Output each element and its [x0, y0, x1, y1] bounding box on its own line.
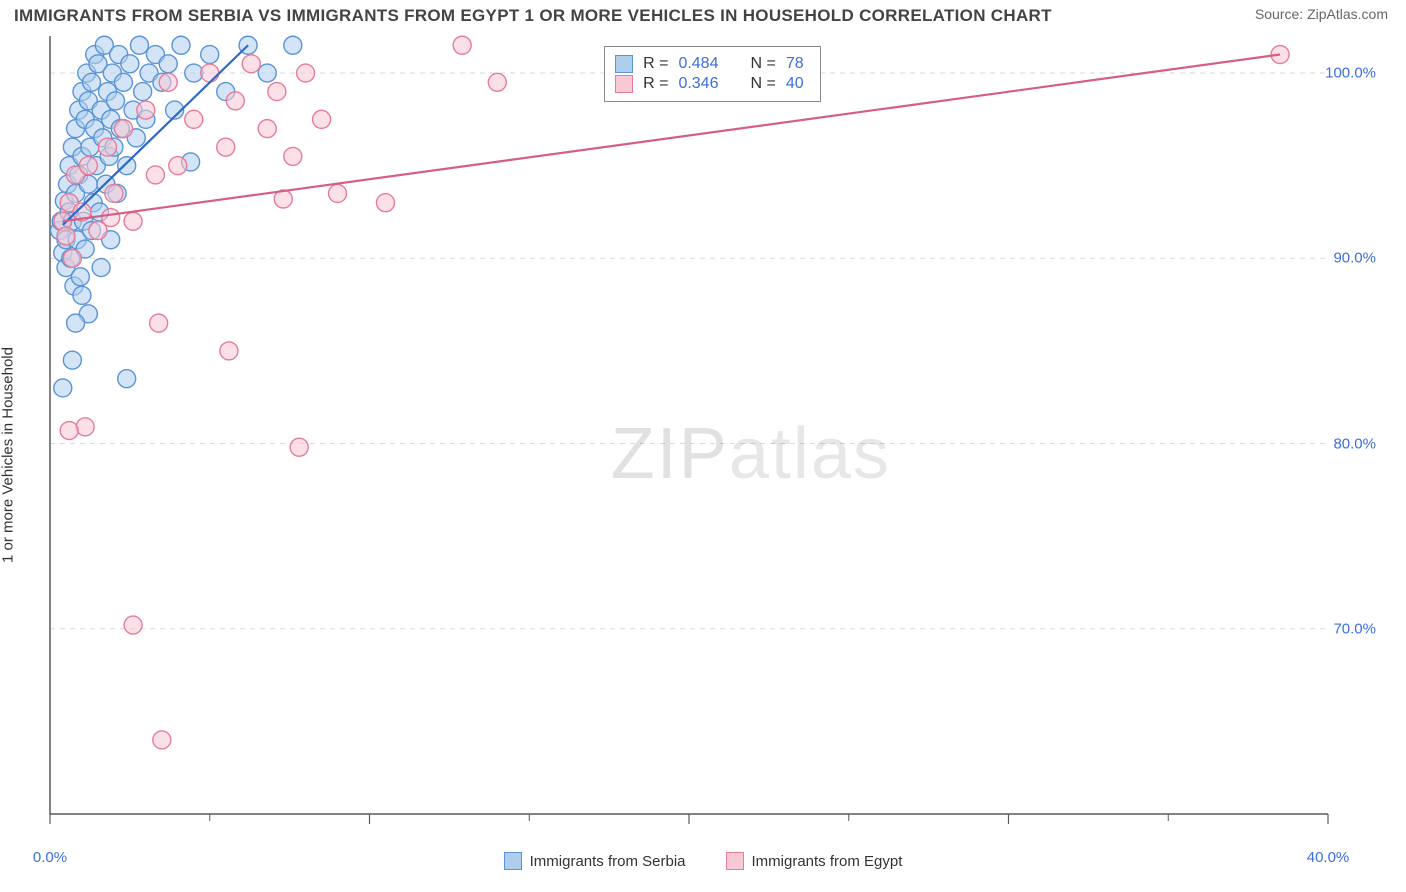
chart-container: 1 or more Vehicles in Household 70.0% 80.…	[0, 30, 1406, 880]
y-tick-label: 100.0%	[1325, 65, 1376, 82]
correlation-stats-box: R = 0.484 N = 78 R = 0.346 N = 40	[604, 46, 821, 102]
legend-label: Immigrants from Egypt	[752, 853, 903, 870]
stat-row: R = 0.484 N = 78	[615, 55, 804, 73]
stat-r-value: 0.484	[678, 55, 718, 73]
stat-r-label: R =	[643, 55, 668, 73]
y-tick-label: 80.0%	[1333, 435, 1376, 452]
y-tick-label: 90.0%	[1333, 250, 1376, 267]
legend-swatch	[615, 75, 633, 93]
y-axis-label: 1 or more Vehicles in Household	[0, 347, 17, 563]
chart-header: IMMIGRANTS FROM SERBIA VS IMMIGRANTS FRO…	[0, 0, 1406, 30]
scatter-svg	[48, 34, 1388, 824]
stat-r-value: 0.346	[678, 75, 718, 93]
stat-n-label: N =	[750, 55, 775, 73]
legend-item: Immigrants from Serbia	[504, 852, 686, 870]
legend-swatch	[615, 55, 633, 73]
chart-title: IMMIGRANTS FROM SERBIA VS IMMIGRANTS FRO…	[14, 6, 1052, 26]
stat-n-value: 40	[786, 75, 804, 93]
stat-n-label: N =	[750, 75, 775, 93]
source-label: Source: ZipAtlas.com	[1255, 6, 1388, 22]
y-tick-label: 70.0%	[1333, 620, 1376, 637]
legend-item: Immigrants from Egypt	[726, 852, 903, 870]
bottom-legend: Immigrants from Serbia Immigrants from Eg…	[0, 852, 1406, 870]
stat-r-label: R =	[643, 75, 668, 93]
legend-label: Immigrants from Serbia	[530, 853, 686, 870]
stat-row: R = 0.346 N = 40	[615, 75, 804, 93]
legend-swatch	[504, 852, 522, 870]
plot-area: 70.0%80.0%90.0%100.0% 0.0%40.0% R = 0.48…	[48, 34, 1388, 824]
legend-swatch	[726, 852, 744, 870]
stat-n-value: 78	[786, 55, 804, 73]
